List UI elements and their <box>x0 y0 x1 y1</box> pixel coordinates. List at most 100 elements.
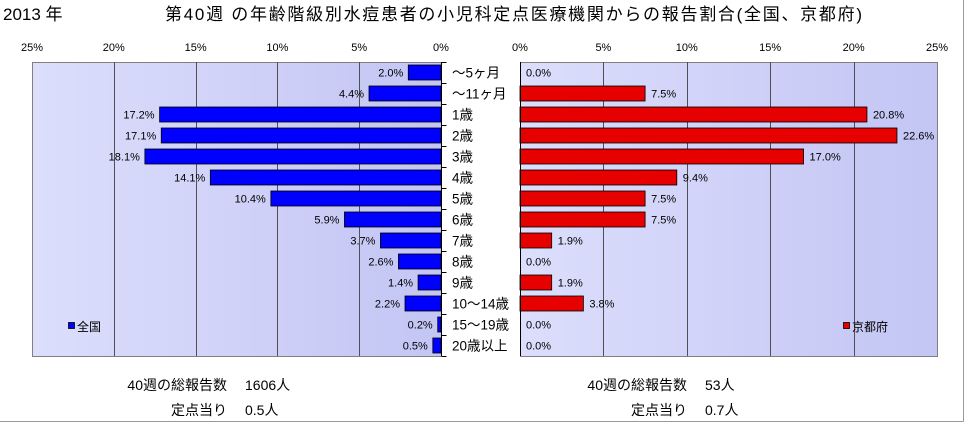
national-summary: 40週の総報告数 1606人 定点当り 0.5人 <box>127 377 290 418</box>
kyoto-bar <box>519 232 553 249</box>
category-label: 5歳 <box>452 192 474 207</box>
kyoto-data-label: 7.5% <box>651 89 676 101</box>
kyoto-x-tick-label: 0% <box>512 42 528 54</box>
kyoto-bar <box>519 190 646 207</box>
national-bar <box>407 64 442 81</box>
kyoto-x-tick-label: 15% <box>759 42 781 54</box>
kyoto-summary: 40週の総報告数 53人 定点当り 0.7人 <box>587 377 738 418</box>
national-x-tick-label: 15% <box>185 42 207 54</box>
national-bar <box>270 190 442 207</box>
kyoto-total-value: 53人 <box>705 377 735 393</box>
category-label: 7歳 <box>452 234 474 249</box>
kyoto-legend-label: 京都府 <box>852 319 888 334</box>
kyoto-data-label: 0.0% <box>526 320 551 332</box>
kyoto-data-label: 20.8% <box>873 110 904 122</box>
category-label: 9歳 <box>452 276 474 291</box>
kyoto-bar <box>519 85 646 102</box>
national-data-label: 0.5% <box>403 341 428 353</box>
kyoto-bar <box>519 148 804 165</box>
kyoto-bar <box>519 169 678 186</box>
category-label: 8歳 <box>452 255 474 270</box>
kyoto-bar <box>519 211 646 228</box>
kyoto-data-label: 1.9% <box>558 236 583 248</box>
national-per-site-label: 定点当り <box>171 402 227 418</box>
category-label: 3歳 <box>452 150 474 165</box>
national-data-label: 17.1% <box>125 131 156 143</box>
national-total-value: 1606人 <box>245 377 290 393</box>
kyoto-bar <box>519 106 868 123</box>
national-data-label: 2.0% <box>378 68 403 80</box>
kyoto-plot-area: 0% 5% 10% 15% 20% 25% 0.0% 7.5% 20.8% 22.6% 17.0% 9… <box>512 42 948 357</box>
category-label: 15～19歳 <box>452 318 510 333</box>
national-bar <box>160 127 442 144</box>
kyoto-per-site-value: 0.7人 <box>705 402 738 418</box>
national-bar <box>404 295 442 312</box>
kyoto-x-tick-label: 20% <box>843 42 865 54</box>
kyoto-bar <box>519 295 584 312</box>
national-data-label: 2.6% <box>368 257 393 269</box>
national-per-site-value: 0.5人 <box>245 402 278 418</box>
national-data-label: 18.1% <box>109 152 140 164</box>
kyoto-x-tick-label: 5% <box>595 42 611 54</box>
chart-title: 第40週 の年齢階級別水痘患者の小児科定点医療機関からの報告割合(全国、京都府) <box>165 5 862 24</box>
national-bar <box>144 148 442 165</box>
kyoto-plot-background <box>520 62 938 357</box>
kyoto-data-label: 17.0% <box>810 152 841 164</box>
kyoto-data-label: 9.4% <box>683 173 708 185</box>
category-label: ～5ヶ月 <box>452 66 500 81</box>
national-legend-swatch <box>68 322 75 329</box>
national-bar <box>159 106 442 123</box>
kyoto-data-label: 7.5% <box>651 194 676 206</box>
national-bar <box>417 274 442 291</box>
national-data-label: 17.2% <box>123 110 154 122</box>
category-label: 1歳 <box>452 108 474 123</box>
national-total-label: 40週の総報告数 <box>127 377 227 393</box>
kyoto-x-tick-label: 10% <box>676 42 698 54</box>
category-axis: ～5ヶ月 ～11ヶ月 1歳 2歳 3歳 4歳 5歳 6歳 7歳 8歳 9歳 10～14歳 15～19歳 2… <box>441 62 510 357</box>
national-data-label: 10.4% <box>235 194 266 206</box>
category-label: ～11ヶ月 <box>452 87 507 102</box>
kyoto-total-label: 40週の総報告数 <box>587 377 687 393</box>
kyoto-bar <box>519 127 898 144</box>
national-data-label: 14.1% <box>174 173 205 185</box>
national-data-label: 3.7% <box>350 236 375 248</box>
kyoto-data-label: 3.8% <box>589 299 614 311</box>
national-legend: 全国 <box>68 319 101 334</box>
national-bar <box>368 85 442 102</box>
kyoto-data-label: 7.5% <box>651 215 676 227</box>
national-x-tick-label: 5% <box>351 42 367 54</box>
national-plot-background <box>32 62 442 357</box>
category-label: 6歳 <box>452 213 474 228</box>
national-bar <box>398 253 442 270</box>
national-data-label: 1.4% <box>388 278 413 290</box>
national-data-label: 4.4% <box>339 89 364 101</box>
category-label: 20歳以上 <box>452 339 508 354</box>
national-x-tick-label: 10% <box>266 42 288 54</box>
kyoto-x-tick-label: 25% <box>926 42 948 54</box>
kyoto-legend: 京都府 <box>843 319 888 334</box>
national-bar <box>380 232 442 249</box>
kyoto-data-label: 22.6% <box>903 131 934 143</box>
kyoto-data-label: 0.0% <box>526 341 551 353</box>
kyoto-data-label: 0.0% <box>526 68 551 80</box>
kyoto-legend-swatch <box>843 322 850 329</box>
national-data-label: 5.9% <box>314 215 339 227</box>
national-x-tick-label: 20% <box>103 42 125 54</box>
national-bar <box>209 169 442 186</box>
kyoto-bar <box>519 274 553 291</box>
kyoto-per-site-label: 定点当り <box>631 402 687 418</box>
national-x-tick-label: 25% <box>21 42 43 54</box>
national-bar <box>344 211 442 228</box>
category-label: 10～14歳 <box>452 297 510 312</box>
kyoto-data-label: 1.9% <box>558 278 583 290</box>
year-label: 2013 年 <box>3 5 63 24</box>
national-bar <box>437 316 442 333</box>
national-bar <box>432 337 442 354</box>
category-label: 4歳 <box>452 171 474 186</box>
national-x-tick-label: 0% <box>433 42 449 54</box>
kyoto-data-label: 0.0% <box>526 257 551 269</box>
category-label: 2歳 <box>452 129 474 144</box>
national-legend-label: 全国 <box>77 319 101 334</box>
national-data-label: 0.2% <box>408 320 433 332</box>
